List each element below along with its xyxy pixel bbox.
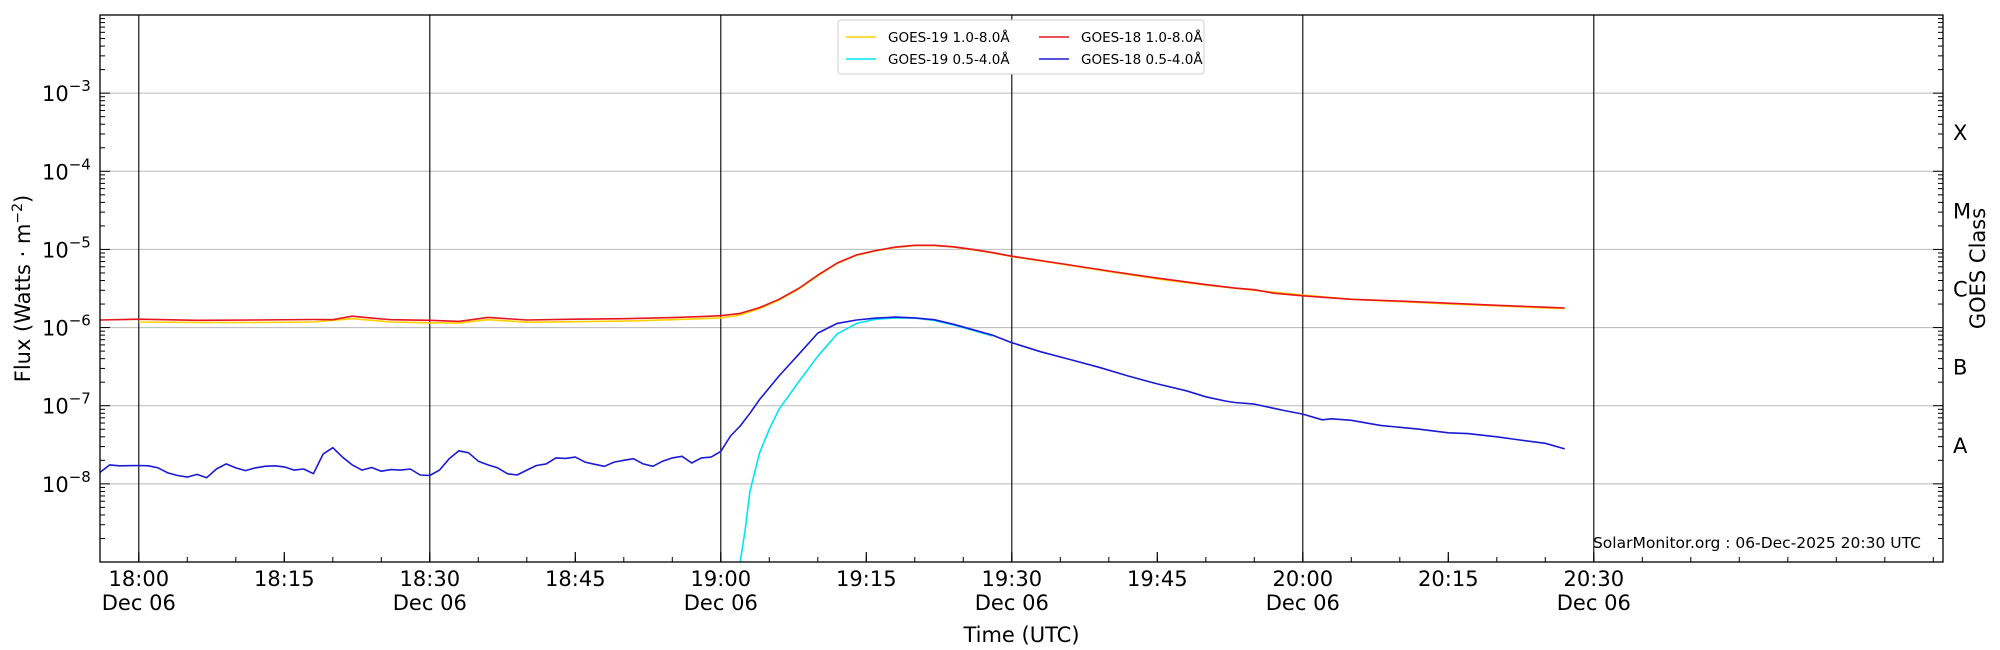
x-tick-date-label: Dec 06	[975, 591, 1049, 615]
x-axis-label: Time (UTC)	[962, 623, 1079, 647]
goes-class-C: C	[1953, 278, 1968, 302]
y-tick-label: 10−6	[42, 312, 91, 341]
goes-class-axis-label: GOES Class	[1966, 208, 1990, 329]
legend-entry: GOES-19 0.5-4.0Å	[888, 51, 1010, 68]
x-tick-label: 19:15	[836, 567, 897, 591]
y-tick-label: 10−7	[42, 390, 91, 419]
x-tick-label: 20:30	[1564, 567, 1625, 591]
legend-entry: GOES-18 0.5-4.0Å	[1081, 51, 1203, 68]
x-tick-label: 20:00	[1273, 567, 1334, 591]
y-axis-ticks: 10−8 10−7 10−6 10−5 10−4 10−3	[42, 18, 1943, 563]
series-line-2	[739, 317, 993, 563]
legend-box	[837, 19, 1205, 75]
x-tick-label: 18:15	[254, 567, 315, 591]
x-tick-label: 18:30	[400, 567, 461, 591]
goes-class-labels: A B C M X	[1953, 121, 1971, 458]
y-tick-label: 10−4	[42, 155, 91, 184]
y-tick-label: 10−3	[42, 77, 91, 106]
credit-text: SolarMonitor.org : 06-Dec-2025 20:30 UTC	[1593, 534, 1921, 552]
x-tick-date-label: Dec 06	[684, 591, 758, 615]
x-tick-date-label: Dec 06	[1266, 591, 1340, 615]
goes-class-A: A	[1953, 434, 1968, 458]
x-tick-date-label: Dec 06	[102, 591, 176, 615]
goes-class-B: B	[1953, 356, 1967, 380]
series-lines	[99, 244, 1565, 563]
x-tick-label: 18:45	[545, 567, 606, 591]
x-tick-label: 19:45	[1127, 567, 1188, 591]
x-tick-label: 19:00	[691, 567, 752, 591]
goes-class-M: M	[1953, 199, 1971, 223]
y-gridlines	[100, 92, 1943, 485]
legend-entry: GOES-18 1.0-8.0Å	[1081, 29, 1203, 46]
y-tick-label: 10−5	[42, 233, 91, 262]
y-tick-label: 10−8	[42, 468, 91, 497]
x-tick-date-label: Dec 06	[393, 591, 467, 615]
legend: GOES-19 1.0-8.0Å GOES-19 0.5-4.0Å GOES-18 …	[837, 19, 1205, 75]
goes-class-X: X	[1953, 121, 1967, 145]
x-tick-label: 20:15	[1418, 567, 1479, 591]
time-marker-lines	[138, 15, 1595, 562]
series-line-1	[99, 244, 1565, 323]
x-tick-label: 18:00	[109, 567, 170, 591]
plot-frame	[99, 14, 1944, 563]
y-axis-label: Flux (Watts · m−2)	[10, 195, 35, 383]
legend-entry: GOES-19 1.0-8.0Å	[888, 29, 1010, 46]
x-tick-date-label: Dec 06	[1557, 591, 1631, 615]
x-tick-label: 19:30	[982, 567, 1043, 591]
series-line-3	[99, 316, 1565, 479]
